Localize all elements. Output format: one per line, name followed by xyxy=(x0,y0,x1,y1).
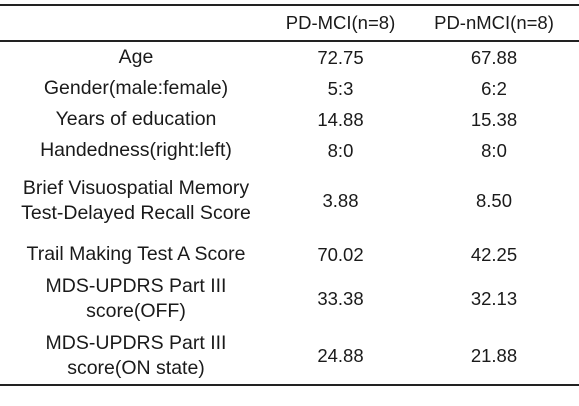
table-row: Handedness(right:left) 8:0 8:0 xyxy=(0,135,579,166)
row-label-updrs-off: MDS-UPDRS Part III score(OFF) xyxy=(0,270,272,327)
cell-pd-mci: 24.88 xyxy=(272,327,409,386)
cell-pd-mci: 5:3 xyxy=(327,78,354,99)
comparison-table: PD-MCI(n=8) PD-nMCI(n=8) Age 72.75 67.88… xyxy=(0,4,579,386)
cell-pd-mci: 33.38 xyxy=(317,288,364,309)
table-row: Age 72.75 67.88 xyxy=(0,41,579,73)
cell-pd-mci: 8:0 xyxy=(327,140,354,161)
cell-pd-mci: 3.88 xyxy=(322,190,359,211)
header-pd-nmci: PD-nMCI(n=8) xyxy=(409,4,579,42)
cell-pd-nmci: 8:0 xyxy=(481,140,507,161)
table-body: Age 72.75 67.88 Gender(male:female) 5:3 … xyxy=(0,41,579,386)
cell-pd-nmci: 6:2 xyxy=(481,78,507,99)
cell-pd-mci: 72.75 xyxy=(317,47,364,68)
row-label-updrs-on: MDS-UPDRS Part III score(ON state) xyxy=(0,327,272,386)
table-row: Years of education 14.88 15.38 xyxy=(0,104,579,135)
row-label-bvmt: Brief Visuospatial Memory Test-Delayed R… xyxy=(0,166,272,239)
cell-pd-nmci: 42.25 xyxy=(470,244,518,265)
cell-pd-nmci: 8.50 xyxy=(475,190,512,211)
row-label-line: Test-Delayed Recall Score xyxy=(21,201,251,224)
row-label-line: MDS-UPDRS Part III xyxy=(45,274,227,297)
row-label-trail-making: Trail Making Test A Score xyxy=(26,243,246,265)
table-row: MDS-UPDRS Part III score(ON state) 24.88… xyxy=(0,327,579,386)
row-label-line: score(ON state) xyxy=(67,356,205,379)
row-label-education: Years of education xyxy=(55,108,217,130)
cell-pd-nmci: 67.88 xyxy=(470,47,518,68)
table-header: PD-MCI(n=8) PD-nMCI(n=8) xyxy=(0,4,579,42)
row-label-age: Age xyxy=(118,46,154,68)
row-label-handedness: Handedness(right:left) xyxy=(40,139,232,161)
table-row: MDS-UPDRS Part III score(OFF) 33.38 32.1… xyxy=(0,270,579,327)
cell-pd-nmci: 15.38 xyxy=(470,109,518,130)
cell-pd-mci: 14.88 xyxy=(317,109,364,130)
cell-pd-mci: 70.02 xyxy=(317,244,364,265)
cell-pd-nmci: 21.88 xyxy=(409,327,579,386)
header-pd-mci: PD-MCI(n=8) xyxy=(272,4,409,42)
row-label-line: Brief Visuospatial Memory xyxy=(22,176,250,199)
row-label-gender: Gender(male:female) xyxy=(43,77,229,99)
cell-pd-nmci: 32.13 xyxy=(470,288,518,309)
table-row: Trail Making Test A Score 70.02 42.25 xyxy=(0,239,579,270)
table-row: Gender(male:female) 5:3 6:2 xyxy=(0,73,579,104)
header-label-column xyxy=(0,4,272,42)
row-label-line: MDS-UPDRS Part III xyxy=(45,331,227,354)
row-label-line: score(OFF) xyxy=(86,299,186,322)
header-row: PD-MCI(n=8) PD-nMCI(n=8) xyxy=(0,4,579,42)
table-row: Brief Visuospatial Memory Test-Delayed R… xyxy=(0,166,579,239)
